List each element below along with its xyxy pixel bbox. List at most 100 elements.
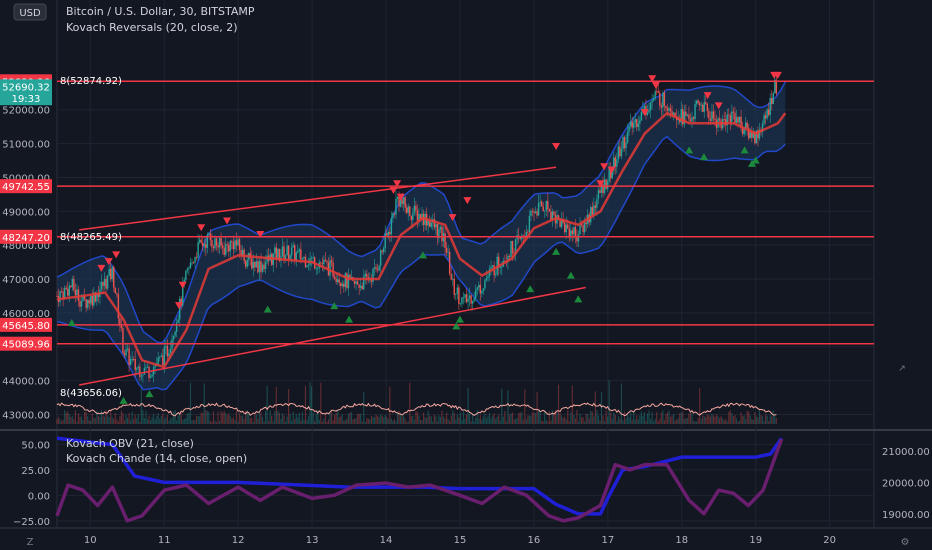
volume-bar <box>774 416 776 424</box>
candle-body <box>409 206 411 216</box>
candle-body <box>148 366 150 378</box>
candle-body <box>694 104 696 120</box>
volume-bar <box>165 417 167 424</box>
candle-body <box>315 267 317 269</box>
candle-body <box>490 266 492 269</box>
candle-body <box>106 275 109 289</box>
candle-body <box>277 248 279 260</box>
candle-body <box>548 209 551 212</box>
candle-body <box>731 111 733 122</box>
settings-icon[interactable]: ⚙ <box>901 537 910 548</box>
candle-body <box>683 111 686 125</box>
volume-bar <box>163 419 165 424</box>
volume-bar <box>642 415 644 424</box>
buy-marker <box>740 146 749 154</box>
candle-body <box>364 273 366 277</box>
volume-bar <box>539 411 541 424</box>
candle-body <box>159 356 161 358</box>
volume-bar <box>317 410 319 424</box>
candle-body <box>771 98 773 104</box>
volume-bar <box>426 417 428 424</box>
volume-bar <box>61 421 63 424</box>
volume-bar <box>189 382 192 424</box>
volume-bar <box>775 418 777 424</box>
candle-body <box>386 233 388 236</box>
candle-body <box>458 287 460 304</box>
candle-body <box>226 244 228 245</box>
scroll-right-icon[interactable]: ↗ <box>898 364 906 374</box>
candle-body <box>547 200 549 210</box>
volume-bar <box>418 415 420 424</box>
volume-bar <box>311 386 313 424</box>
volume-bar <box>292 411 294 424</box>
volume-bar <box>191 420 193 424</box>
volume-bar <box>541 420 543 424</box>
candle-body <box>705 102 707 104</box>
currency-button[interactable] <box>13 3 47 21</box>
candle-body <box>702 104 704 112</box>
horizontal-levels[interactable]: 8(52874.92)8(48265.49)8(43656.06)52839.3… <box>0 74 874 399</box>
candle-body <box>283 246 285 260</box>
volume-bar <box>488 412 491 424</box>
volume-bar <box>611 418 613 424</box>
candle-body <box>358 284 360 288</box>
volume-bar <box>542 421 544 424</box>
volume-bar <box>272 421 274 424</box>
volume-bar <box>745 419 747 424</box>
volume-bar <box>169 419 172 424</box>
candle-body <box>608 168 610 182</box>
volume-bar <box>419 419 422 424</box>
volume-bar <box>258 411 261 424</box>
candle-body <box>671 111 673 115</box>
volume-bar <box>694 421 696 424</box>
candle-body <box>384 233 386 249</box>
volume-bar <box>708 415 710 424</box>
candle-body <box>217 245 219 248</box>
volume-bar <box>401 416 403 424</box>
volume-bar <box>628 416 630 424</box>
volume-bar <box>229 415 231 424</box>
volume-bar <box>156 416 158 424</box>
volume-bar <box>240 416 242 424</box>
candle-body <box>294 245 296 261</box>
volume-bar <box>94 418 96 424</box>
volume-bar <box>307 415 310 424</box>
candle-body <box>617 146 620 160</box>
candle-body <box>628 126 630 132</box>
candle-body <box>659 92 661 106</box>
candle-body <box>109 269 112 280</box>
sell-marker <box>552 142 561 150</box>
zoom-icon[interactable]: Z <box>27 537 34 548</box>
volume-bar <box>422 412 425 424</box>
volume-bar <box>375 414 377 424</box>
candle-body <box>326 261 328 263</box>
candle-body <box>540 201 543 207</box>
volume-bar <box>752 419 754 424</box>
candle-body <box>63 287 66 299</box>
sell-marker <box>393 180 402 188</box>
x-tick-label: 19 <box>749 535 762 546</box>
volume-bar <box>671 415 673 424</box>
volume-bar <box>344 419 346 424</box>
candle-body <box>111 266 113 280</box>
candle-body <box>142 374 144 376</box>
volume-bar <box>651 412 653 424</box>
candle-body <box>418 214 420 221</box>
candle-body <box>448 251 451 275</box>
candle-body <box>691 117 693 122</box>
volume-bar <box>495 418 497 424</box>
volume-bar <box>769 414 771 424</box>
candle-body <box>471 300 474 304</box>
volume-bar <box>679 413 681 424</box>
volume-bar <box>513 419 515 424</box>
volume-bar <box>447 418 449 424</box>
candle-body <box>591 207 593 215</box>
volume-bar <box>171 417 173 424</box>
trend-lines[interactable] <box>79 166 586 386</box>
candle-body <box>433 219 436 228</box>
candle-body <box>539 201 541 203</box>
candle-body <box>430 222 432 227</box>
lower-y-tick-label: 0.00 <box>28 491 50 502</box>
